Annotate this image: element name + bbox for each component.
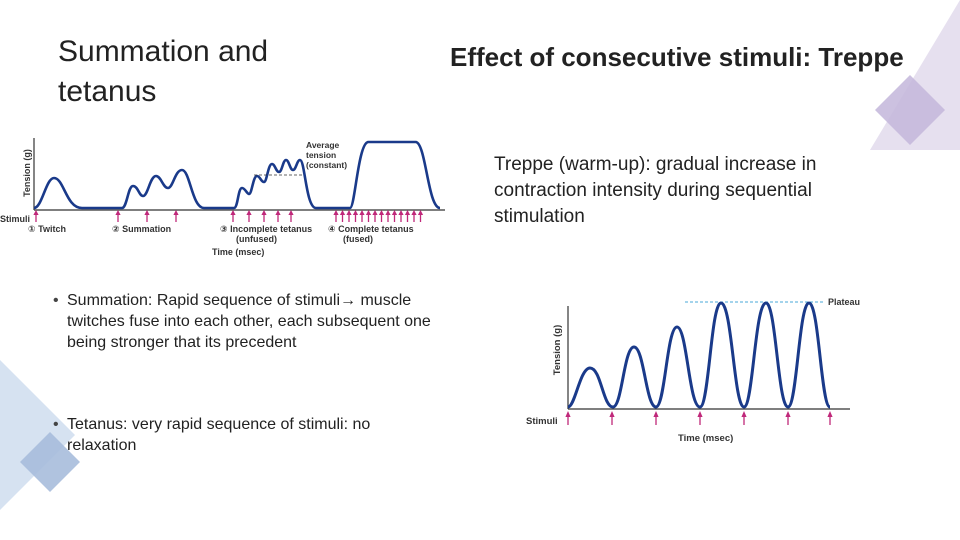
stimulus-arrow	[365, 210, 372, 222]
right-stimuli-label: Stimuli	[526, 416, 558, 427]
stimulus-arrow	[339, 210, 346, 222]
left-x-axis-label: Time (msec)	[212, 247, 264, 257]
phase-4-label: ④ Complete tetanus	[328, 224, 414, 234]
right-x-axis-label: Time (msec)	[678, 433, 733, 444]
stimulus-arrow	[785, 411, 791, 425]
treppe-description: Treppe (warm-up): gradual increase in co…	[494, 154, 817, 227]
bullet-summation: Summation: Rapid sequence of stimuli→ mu…	[47, 290, 432, 353]
left-y-axis-label: Tension (g)	[22, 149, 32, 197]
deco-triangle-bottom-left	[0, 360, 75, 510]
phase-2-label: ② Summation	[112, 224, 171, 234]
right-y-axis-label: Tension (g)	[552, 325, 563, 375]
stimulus-arrow	[144, 210, 150, 222]
stimulus-arrow	[33, 210, 39, 222]
bullet-list: Summation: Rapid sequence of stimuli→ mu…	[47, 290, 432, 456]
left-stimuli-label: Stimuli	[0, 214, 30, 224]
stimulus-arrow	[404, 210, 411, 222]
deco-diamond-top-right	[875, 75, 945, 145]
stimulus-arrow	[385, 210, 391, 222]
phase-1-label: ① Twitch	[28, 224, 66, 234]
stimulus-arrow	[391, 210, 398, 222]
stimulus-arrow	[697, 411, 703, 425]
stimulus-arrow	[346, 210, 352, 222]
stimulus-arrow	[275, 210, 281, 222]
stimulus-arrow	[398, 210, 404, 222]
stimulus-arrow	[372, 210, 378, 222]
left-tension-curve	[33, 140, 441, 210]
phase-3-sublabel: (unfused)	[236, 234, 277, 244]
left-title: Summation and tetanus	[58, 35, 269, 108]
stimulus-arrow	[565, 411, 571, 425]
plateau-label: Plateau	[828, 297, 860, 307]
left-stimuli-arrows	[33, 210, 424, 222]
stimulus-arrow	[741, 411, 747, 425]
bullet-tetanus: Tetanus: very rapid sequence of stimuli:…	[47, 414, 432, 456]
stimulus-arrow	[827, 411, 833, 425]
average-tension-label: Average tension (constant)	[306, 140, 347, 170]
stimulus-arrow	[246, 210, 252, 222]
stimulus-arrow	[230, 210, 236, 222]
treppe-figure: Tension (g) Plateau Stimuli Time (msec)	[526, 297, 860, 444]
phase-4-sublabel: (fused)	[343, 234, 373, 244]
stimulus-arrow	[378, 210, 385, 222]
stimulus-arrow	[359, 210, 365, 222]
stimulus-arrow	[261, 210, 267, 222]
right-stimuli-arrows	[565, 411, 833, 425]
stimulus-arrow	[411, 210, 417, 222]
stimulus-arrow	[352, 210, 359, 222]
stimulus-arrow	[333, 210, 339, 222]
phase-3-label: ③ Incomplete tetanus	[220, 224, 312, 234]
stimulus-arrow	[115, 210, 121, 222]
summation-tetanus-figure: Tension (g) Average tension (constant) S…	[0, 138, 445, 257]
stimulus-arrow	[173, 210, 179, 222]
stimulus-arrow	[417, 210, 424, 222]
stimulus-arrow	[653, 411, 659, 425]
stimulus-arrow	[609, 411, 615, 425]
stimulus-arrow	[288, 210, 294, 222]
treppe-tension-curve	[567, 301, 832, 409]
right-title: Effect of consecutive stimuli: Treppe	[450, 42, 904, 72]
